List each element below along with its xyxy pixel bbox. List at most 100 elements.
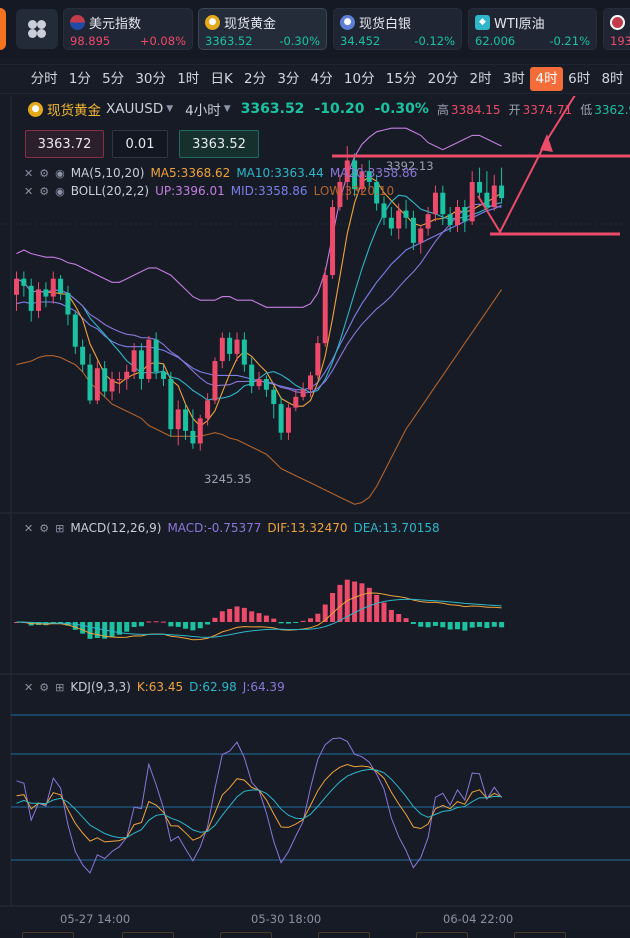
toolbar-tab[interactable]	[318, 932, 370, 938]
x-axis-label: 05-27 14:00	[60, 912, 131, 926]
period-dropdown-icon[interactable]: ▼	[223, 104, 231, 114]
period-tab[interactable]: 15分	[385, 71, 417, 87]
macd-bar	[234, 606, 240, 622]
period-tab[interactable]: 10分	[343, 71, 375, 87]
period-tab[interactable]: 1分	[68, 71, 91, 87]
macd-bar	[308, 618, 313, 622]
candle-body	[300, 389, 306, 397]
arrow-head-icon	[540, 134, 553, 152]
period-tab[interactable]: 20分	[427, 71, 459, 87]
chart-labels: 3392.13 3245.35	[204, 159, 434, 486]
period-tab[interactable]: 5分	[102, 71, 125, 87]
macd-bar	[138, 622, 144, 627]
toolbar-tab[interactable]	[122, 932, 174, 938]
close-icon[interactable]: ✕	[24, 184, 34, 198]
clover-icon	[28, 20, 46, 38]
ticker-partial[interactable]: 193	[603, 8, 630, 50]
eye-icon[interactable]: ◉	[55, 166, 65, 180]
macd-bar	[396, 614, 402, 622]
expand-icon[interactable]: ⊞	[55, 680, 65, 694]
buy-price-button[interactable]: 3363.52	[179, 130, 259, 158]
price-change: -10.20	[314, 101, 365, 117]
expand-icon[interactable]: ⊞	[55, 521, 65, 535]
ticker-wti-oil[interactable]: ◆ WTI原油 62.006 -0.21%	[468, 8, 597, 50]
chart-period[interactable]: 4小时	[185, 103, 221, 119]
candle-body	[271, 389, 277, 405]
macd-bar	[432, 622, 438, 626]
macd-bar	[227, 608, 233, 622]
sell-price-button[interactable]: 3363.72	[25, 130, 104, 158]
close-icon[interactable]: ✕	[24, 680, 34, 694]
candle-body	[102, 368, 108, 392]
period-tab[interactable]: 3时	[502, 71, 525, 87]
period-tab[interactable]: 6时	[568, 71, 591, 87]
user-drawings[interactable]	[332, 96, 630, 236]
macd-bar	[330, 593, 336, 622]
eye-icon[interactable]: ◉	[55, 184, 65, 198]
toolbar-tab[interactable]	[416, 932, 468, 938]
candle-body	[308, 375, 313, 390]
macd-bar	[87, 622, 93, 639]
period-tab[interactable]: 2分	[244, 71, 267, 87]
period-tab[interactable]: 1时	[177, 71, 200, 87]
candle-body	[322, 275, 328, 344]
high-price: 高 3384.15	[436, 102, 501, 117]
candle-body	[352, 160, 358, 190]
candle-body	[94, 368, 100, 401]
price-chart[interactable]: 3392.13 3245.35	[0, 96, 630, 930]
period-tab[interactable]: 分时	[30, 71, 58, 87]
macd-bar	[447, 622, 453, 630]
toolbar-tab[interactable]	[22, 932, 74, 938]
candle-body	[447, 214, 453, 225]
macd-bar	[263, 615, 269, 622]
candle-body	[477, 181, 483, 193]
macd-bar	[381, 602, 387, 622]
apps-menu-button[interactable]	[16, 9, 58, 49]
macd-bar	[418, 622, 424, 627]
ma-name: MA(5,10,20)	[70, 166, 145, 180]
candle-body	[36, 289, 42, 311]
period-tab[interactable]: 8时	[601, 71, 624, 87]
silver-coin-icon: ●	[340, 14, 355, 30]
boll-mid-value: MID:3358.86	[230, 184, 308, 198]
period-tab-selected[interactable]: 4时	[530, 67, 563, 91]
macd-bar	[197, 622, 203, 629]
candle-body	[183, 409, 189, 431]
toolbar-tab[interactable]	[514, 932, 566, 938]
settings-icon[interactable]: ⚙	[39, 521, 50, 535]
period-tab[interactable]: 2时	[469, 71, 492, 87]
close-icon[interactable]: ✕	[24, 166, 34, 180]
macd-bar	[241, 607, 247, 622]
side-tab[interactable]	[0, 8, 6, 50]
period-tab[interactable]: 30分	[135, 71, 167, 87]
settings-icon[interactable]: ⚙	[39, 166, 50, 180]
ticker-spot-silver[interactable]: ● 现货白银 34.452 -0.12%	[333, 8, 462, 50]
macd-bar	[278, 622, 284, 624]
period-tab[interactable]: 日K	[210, 71, 233, 87]
instrument-name[interactable]: 现货黄金	[47, 103, 101, 119]
close-icon[interactable]: ✕	[24, 521, 34, 535]
ticker-change: -0.21%	[549, 34, 590, 48]
instrument-symbol[interactable]: XAUUSD	[106, 101, 164, 117]
candle-body	[330, 207, 336, 276]
period-tab[interactable]: 3分	[277, 71, 300, 87]
ticker-usd-index[interactable]: 美元指数 98.895 +0.08%	[63, 8, 193, 50]
settings-icon[interactable]: ⚙	[39, 680, 50, 694]
candle-body	[285, 407, 291, 433]
us-flag-icon	[70, 14, 85, 30]
candle-body	[146, 339, 152, 379]
k-line	[16, 763, 502, 843]
macd-bar	[249, 611, 255, 622]
ticker-spot-gold[interactable]: ● 现货黄金 3363.52 -0.30%	[198, 8, 327, 50]
candle-body	[249, 364, 255, 387]
ticker-change: -0.12%	[414, 34, 455, 48]
settings-icon[interactable]: ⚙	[39, 184, 50, 198]
ma5-value: MA5:3368.62	[150, 166, 231, 180]
candle-body	[131, 350, 137, 372]
toolbar-tab[interactable]	[220, 932, 272, 938]
candle-body	[116, 378, 122, 381]
symbol-dropdown-icon[interactable]: ▼	[166, 104, 174, 114]
quantity-input[interactable]: 0.01	[112, 130, 168, 158]
period-tab[interactable]: 4分	[310, 71, 333, 87]
candle-body	[241, 339, 247, 365]
